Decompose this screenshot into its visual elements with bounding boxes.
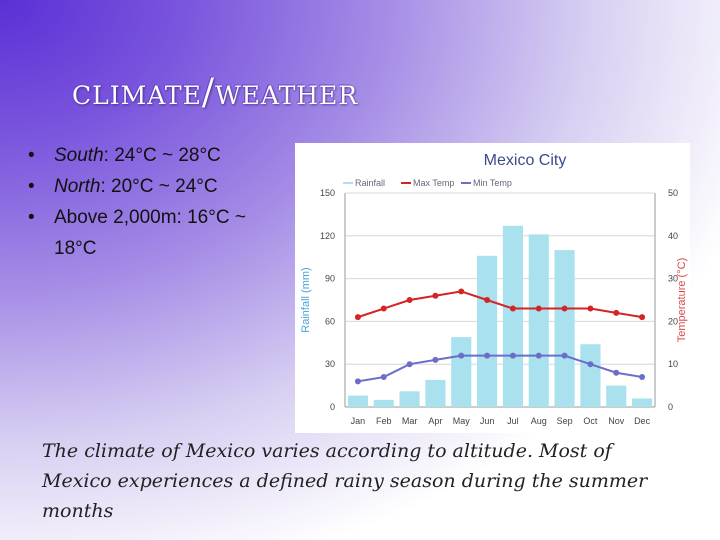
- bullet-text: Above 2,000m: 16°C ~: [54, 207, 246, 228]
- bar-rainfall-may: [451, 337, 472, 407]
- y2-tick-label: 10: [668, 359, 678, 369]
- series-line-max-temp: [357, 290, 643, 319]
- point-min-temp-may: [458, 352, 465, 359]
- y-tick-label: 120: [320, 231, 335, 241]
- y-tick-label: 30: [325, 359, 335, 369]
- point-max-temp-jan: [354, 314, 361, 321]
- y2-tick-label: 50: [668, 188, 678, 198]
- y2-axis-title: Temperature (°C): [676, 258, 688, 342]
- x-tick-label: Oct: [583, 416, 598, 426]
- x-tick-label: Aug: [531, 416, 547, 426]
- bullet-text: : 24°C ~ 28°C: [103, 145, 221, 166]
- legend-label: Max Temp: [413, 178, 454, 188]
- climate-chart: Mexico City Rainfall Max Temp Min Temp 0 30 60…: [300, 152, 688, 426]
- bullet-item-north: North: 20°C ~ 24°C: [28, 171, 308, 202]
- bullet-list: South: 24°C ~ 28°C North: 20°C ~ 24°C Ab…: [28, 140, 308, 264]
- point-max-temp-aug: [535, 305, 542, 312]
- slide-caption: The climate of Mexico varies according t…: [42, 440, 648, 522]
- bullet-region: South: [54, 145, 104, 166]
- point-min-temp-oct: [587, 361, 594, 368]
- bar-rainfall-oct: [580, 344, 601, 407]
- bar-rainfall-apr: [425, 379, 446, 407]
- y2-tick-label: 40: [668, 231, 678, 241]
- point-max-temp-may: [458, 288, 465, 295]
- point-min-temp-dec: [639, 374, 646, 381]
- bar-rainfall-mar: [399, 391, 420, 407]
- x-tick-label: Nov: [608, 416, 625, 426]
- legend-label: Rainfall: [355, 178, 385, 188]
- x-tick-label: May: [453, 416, 471, 426]
- x-tick-label: Jan: [351, 416, 366, 426]
- bar-rainfall-jul: [502, 225, 523, 407]
- x-tick-label: Apr: [428, 416, 442, 426]
- bullet-text: : 20°C ~ 24°C: [100, 176, 218, 197]
- point-min-temp-aug: [535, 352, 542, 359]
- bullet-region: North: [54, 176, 101, 197]
- y2-tick-label: 20: [668, 316, 678, 326]
- bar-rainfall-jan: [347, 395, 368, 407]
- point-min-temp-mar: [406, 361, 413, 368]
- bar-rainfall-nov: [606, 385, 627, 407]
- point-min-temp-jan: [354, 378, 361, 385]
- y-tick-label: 90: [325, 274, 335, 284]
- bullet-text-continued: 18°C: [54, 238, 97, 259]
- y-tick-label: 60: [325, 316, 335, 326]
- point-min-temp-jun: [484, 352, 491, 359]
- bar-rainfall-aug: [528, 234, 549, 407]
- bar-rainfall-feb: [373, 399, 394, 407]
- bar-rainfall-sep: [554, 250, 575, 407]
- bar-rainfall-jun: [477, 255, 498, 407]
- point-max-temp-dec: [639, 314, 646, 321]
- point-max-temp-apr: [432, 292, 439, 299]
- point-max-temp-feb: [380, 305, 387, 312]
- bar-rainfall-dec: [632, 398, 653, 407]
- point-min-temp-nov: [613, 369, 620, 376]
- point-min-temp-sep: [561, 352, 568, 359]
- point-max-temp-mar: [406, 297, 413, 303]
- point-min-temp-apr: [432, 356, 439, 363]
- series-line-min-temp: [357, 354, 643, 383]
- chart-title: Mexico City: [484, 152, 567, 169]
- x-tick-label: Dec: [634, 416, 651, 426]
- point-max-temp-nov: [613, 309, 620, 316]
- slide-title: climate/weather: [72, 72, 359, 113]
- chart-panel: Mexico City Rainfall Max Temp Min Temp 0 30 60…: [295, 143, 690, 433]
- x-tick-label: Feb: [376, 416, 392, 426]
- legend-label: Min Temp: [473, 178, 512, 188]
- bullet-item-altitude: Above 2,000m: 16°C ~ 18°C: [28, 202, 308, 264]
- y-tick-label: 0: [330, 402, 335, 412]
- point-max-temp-jun: [484, 297, 491, 303]
- point-min-temp-feb: [380, 374, 387, 381]
- y-tick-label: 150: [320, 188, 335, 198]
- y2-tick-label: 0: [668, 402, 673, 412]
- x-tick-label: Mar: [402, 416, 418, 426]
- point-max-temp-oct: [587, 305, 594, 312]
- point-max-temp-sep: [561, 305, 568, 312]
- y-axis-title: Rainfall (mm): [300, 267, 312, 332]
- y2-tick-label: 30: [668, 274, 678, 284]
- point-min-temp-jul: [509, 352, 516, 359]
- x-tick-label: Sep: [557, 416, 573, 426]
- point-max-temp-jul: [509, 305, 516, 312]
- bullet-item-south: South: 24°C ~ 28°C: [28, 140, 308, 171]
- x-tick-label: Jun: [480, 416, 495, 426]
- x-tick-label: Jul: [507, 416, 519, 426]
